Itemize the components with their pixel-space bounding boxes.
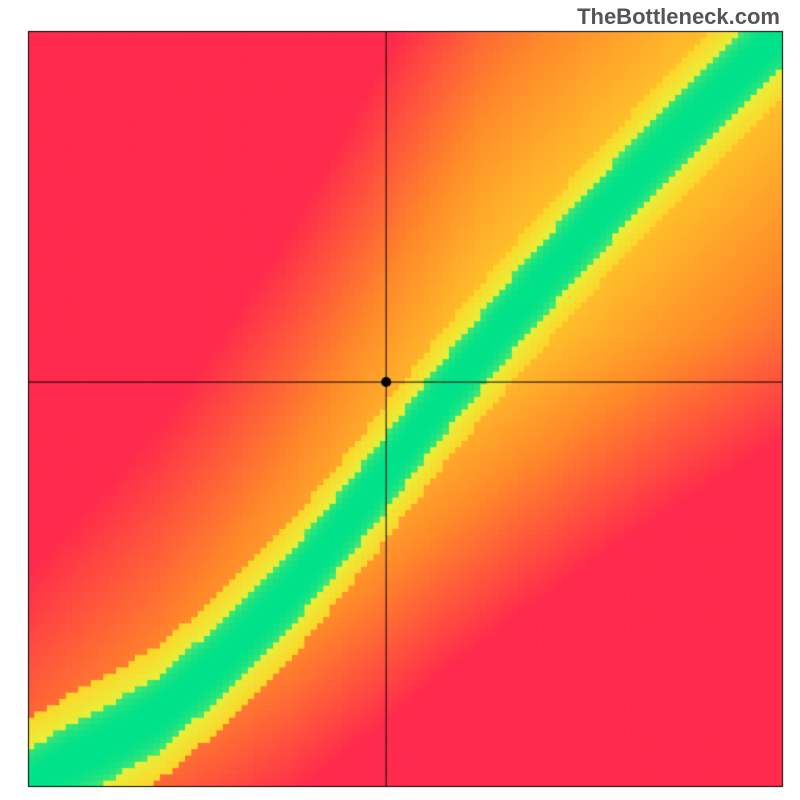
chart-container: TheBottleneck.com	[0, 0, 800, 800]
bottleneck-heatmap	[0, 0, 800, 800]
watermark-text: TheBottleneck.com	[577, 4, 780, 30]
